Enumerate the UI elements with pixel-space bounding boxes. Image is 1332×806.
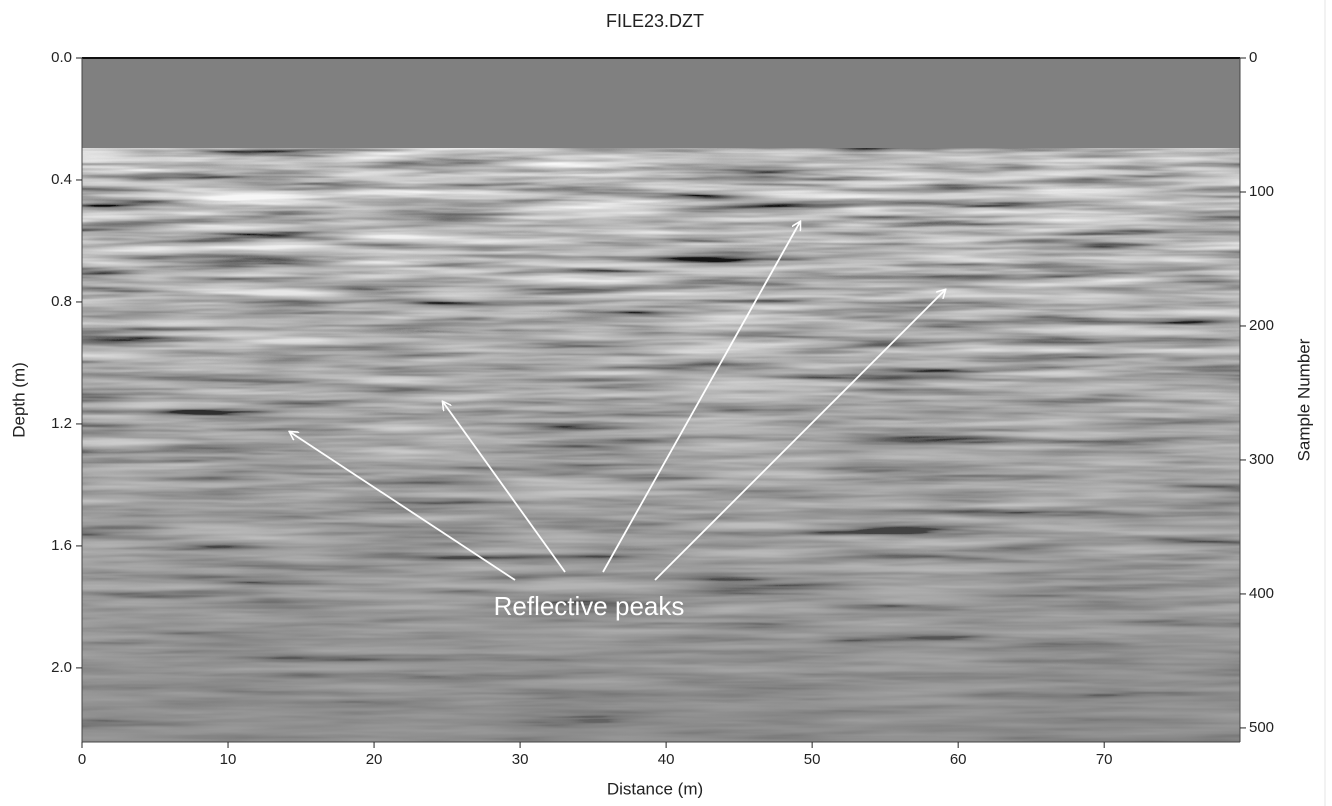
y-tick-label: 1.6	[51, 537, 72, 554]
y-tick-label: 0.0	[51, 49, 72, 66]
x-tick-label: 70	[1096, 751, 1113, 768]
annotation: Reflective peaks	[494, 591, 685, 621]
y2-tick-label: 400	[1249, 585, 1274, 602]
x-tick-label: 0	[78, 751, 86, 768]
y-axis-label: Depth (m)	[9, 362, 28, 438]
radargram-image	[82, 58, 1240, 742]
x-tick-label: 20	[366, 751, 383, 768]
chart-title: FILE23.DZT	[606, 11, 704, 31]
y2-tick-label: 300	[1249, 451, 1274, 468]
x-tick-label: 10	[220, 751, 237, 768]
y2-tick-label: 200	[1249, 317, 1274, 334]
annotation-arrows	[290, 222, 945, 581]
y-tick-label: 0.8	[51, 293, 72, 310]
y2-axis-label: Sample Number	[1294, 338, 1313, 461]
y2-tick-label: 500	[1249, 719, 1274, 736]
y-tick-label: 2.0	[51, 659, 72, 676]
x-tick-label: 40	[658, 751, 675, 768]
y-tick-label: 1.2	[51, 415, 72, 432]
y2-tick-label: 0	[1249, 49, 1257, 66]
y2-tick-label: 100	[1249, 183, 1274, 200]
x-axis-label: Distance (m)	[607, 779, 703, 798]
x-tick-label: 60	[950, 751, 967, 768]
x-tick-label: 30	[512, 751, 529, 768]
x-tick-label: 50	[804, 751, 821, 768]
y-tick-label: 0.4	[51, 171, 72, 188]
